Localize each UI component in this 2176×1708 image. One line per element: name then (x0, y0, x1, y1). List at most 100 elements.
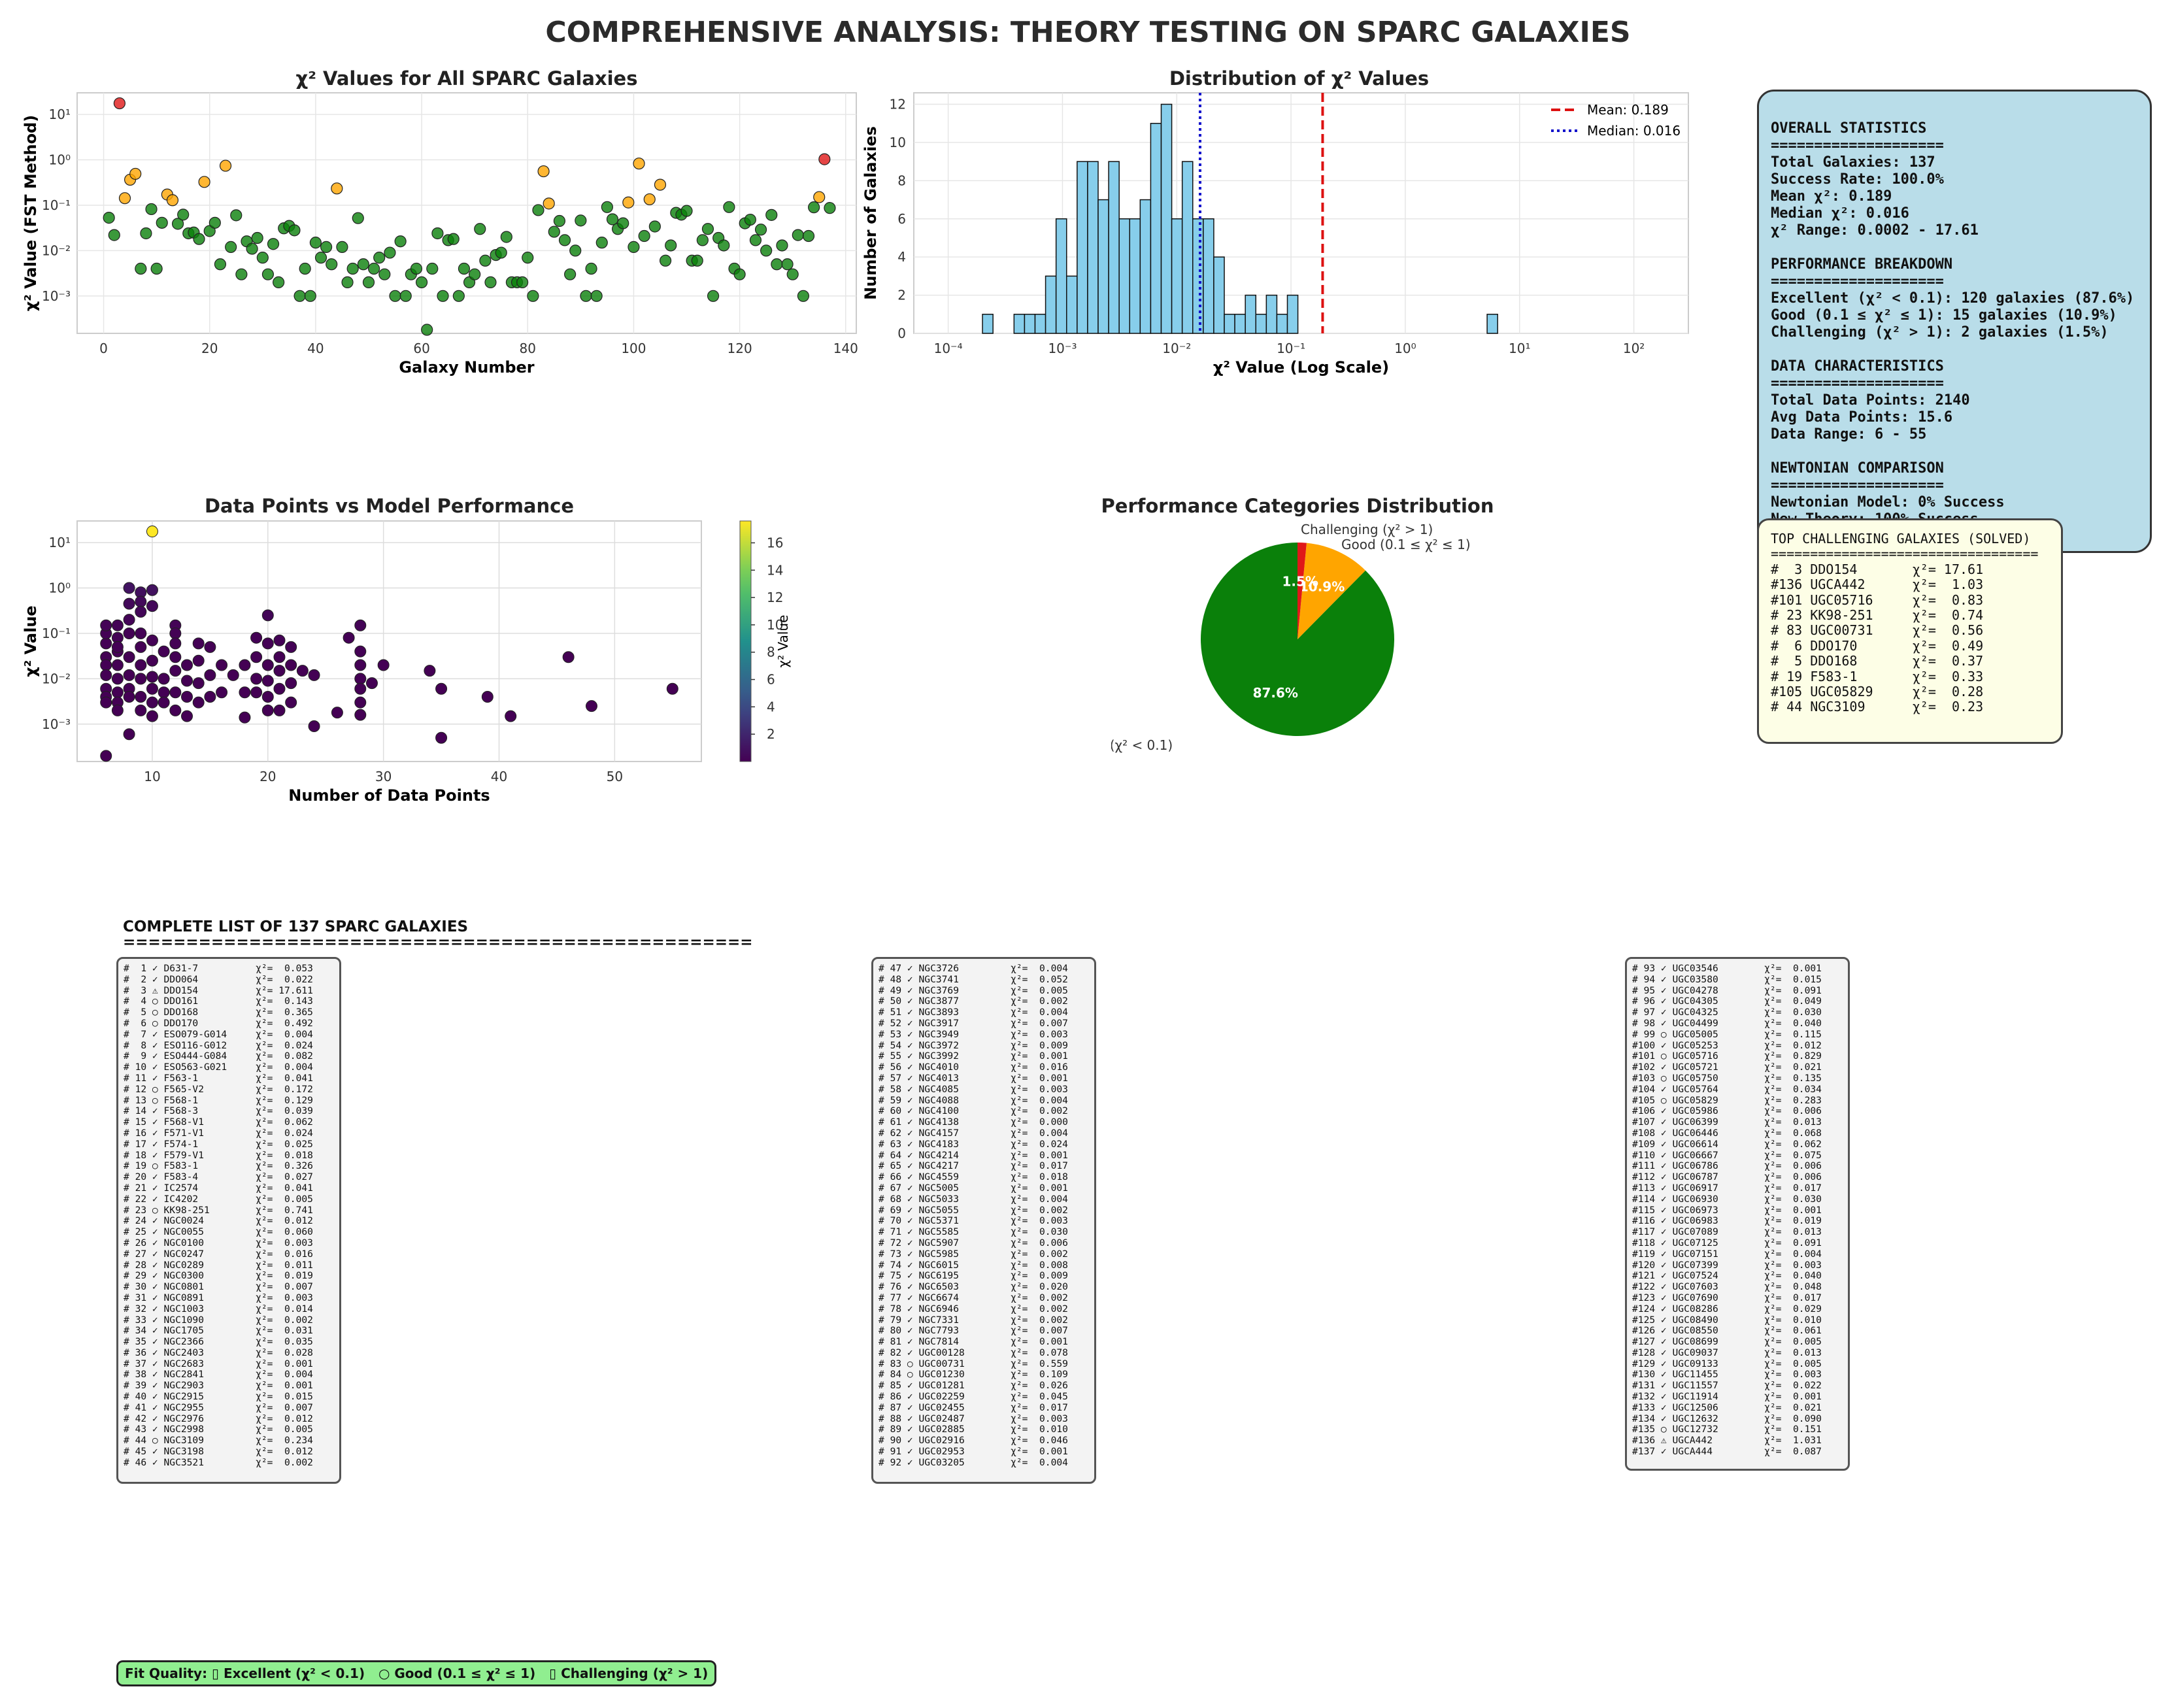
galaxy-point (516, 276, 529, 289)
galaxy-point (718, 239, 730, 252)
galaxy-point (209, 216, 221, 229)
y-tick-label: 10¹ (49, 107, 71, 122)
histogram-bar (1065, 275, 1078, 334)
datapoint-marker (296, 665, 309, 677)
galaxy-list-text-2: # 47 ✓ NGC3726 χ²= 0.004 # 48 ✓ NGC3741 … (879, 963, 1068, 1468)
galaxy-point (617, 217, 629, 229)
datapoint-marker (146, 600, 158, 612)
top-challenging-box: TOP CHALLENGING GALAXIES (SOLVED) ======… (1757, 518, 2063, 744)
datapoint-marker (169, 665, 182, 677)
datapoint-marker (273, 651, 286, 663)
datapoint-marker (181, 691, 193, 703)
datapoint-marker (158, 645, 170, 658)
galaxy-point (171, 218, 184, 230)
datapoint-marker (261, 691, 274, 703)
x-tick-label: 60 (413, 341, 429, 356)
galaxy-point (479, 254, 492, 267)
galaxy-point (495, 246, 507, 259)
histogram-bar (1486, 314, 1498, 334)
datapoint-marker (250, 673, 263, 685)
pie-title: Performance Categories Distribution (1101, 495, 1494, 517)
galaxy-point (680, 205, 693, 217)
galaxy-point (389, 290, 401, 302)
galaxy-point (145, 203, 158, 216)
y-tick-label: 10⁻² (42, 243, 71, 258)
x-tick-label: 0 (99, 341, 108, 356)
galaxy-point (384, 246, 396, 259)
datapoint-marker (204, 641, 216, 653)
histogram-bar (1276, 314, 1288, 334)
x-tick-label: 120 (728, 341, 752, 356)
legend-median-label: Median: 0.016 (1587, 123, 1681, 139)
datapoint-marker (216, 659, 228, 671)
histogram-bar (1192, 218, 1204, 334)
plot-area (76, 92, 857, 334)
histogram-bar (1045, 275, 1057, 334)
x-tick-label: 30 (375, 769, 392, 784)
datapoint-marker (192, 654, 205, 667)
galaxy-point (776, 239, 788, 252)
y-tick-label: 10⁻³ (42, 716, 71, 732)
galaxy-list-column-1: # 1 ✓ D631-7 χ²= 0.053 # 2 ✓ DDO064 χ²= … (116, 957, 341, 1484)
datapoint-marker (135, 605, 147, 618)
galaxy-point (474, 223, 486, 235)
datapoint-marker (192, 637, 205, 650)
datapoint-marker (135, 627, 147, 639)
y-tick-label: 8 (897, 173, 906, 188)
galaxy-point (548, 226, 560, 238)
galaxy-point (156, 216, 168, 229)
datapoint-marker (123, 614, 135, 626)
colorbar-tick-label: 8 (767, 645, 775, 660)
galaxy-point (346, 262, 359, 275)
histogram-bar (1255, 314, 1267, 334)
galaxy-point (469, 268, 481, 280)
galaxy-point (580, 290, 592, 302)
datapoint-marker (146, 671, 158, 683)
scatter-galaxy-title: χ² Values for All SPARC Galaxies (295, 67, 638, 90)
galaxy-point (431, 227, 444, 240)
datapoint-marker (158, 686, 170, 699)
galaxy-point (331, 182, 343, 195)
histogram-bar (1129, 218, 1141, 334)
x-tick-label: 10⁻³ (1048, 341, 1077, 356)
pie-category-label: Excellent (χ² < 0.1) (1111, 737, 1173, 753)
galaxy-point (177, 209, 190, 221)
galaxy-point (320, 241, 333, 253)
colorbar-tick-label: 16 (767, 535, 783, 550)
histogram-bar (1087, 161, 1099, 334)
galaxy-point (378, 268, 391, 280)
galaxy-point (701, 223, 714, 235)
datapoint-marker (354, 619, 367, 631)
datapoint-marker (169, 627, 182, 639)
datapoint-marker (435, 731, 448, 744)
datapoint-marker (135, 691, 147, 703)
datapoint-marker (354, 645, 367, 658)
galaxy-point (781, 258, 794, 271)
galaxy-point (527, 290, 539, 302)
galaxy-point (595, 237, 608, 249)
datapoint-marker (377, 659, 390, 671)
main-title: COMPREHENSIVE ANALYSIS: THEORY TESTING O… (545, 16, 1631, 49)
galaxy-point (235, 268, 248, 280)
galaxy-point (225, 241, 237, 253)
plot-area (76, 520, 702, 762)
y-tick-label: 10⁻¹ (42, 197, 71, 213)
galaxy-list-column-3: # 93 ✓ UGC03546 χ²= 0.001 # 94 ✓ UGC0358… (1625, 957, 1850, 1471)
galaxy-point (150, 262, 163, 275)
galaxy-point (553, 214, 566, 227)
datapoint-marker (100, 659, 112, 671)
histogram-bar (1245, 294, 1257, 334)
colorbar (739, 520, 752, 762)
performance-pie-chart: 87.6% Excellent (χ² < 0.1) 10.9% Good (0.1 … (1111, 522, 1471, 753)
datapoint-marker (204, 669, 216, 681)
galaxy-point (590, 290, 603, 302)
histogram-bar (1055, 218, 1067, 334)
y-tick-label: 10 (890, 135, 906, 150)
fit-quality-legend: Fit Quality: ▯ Excellent (χ² < 0.1) ○ Go… (116, 1660, 717, 1686)
datapoint-marker (308, 669, 320, 681)
x-tick-label: 10¹ (1509, 341, 1530, 356)
datapoint-marker (585, 700, 597, 712)
chi2-histogram: 10⁻⁴ 10⁻³ 10⁻² 10⁻¹ 10⁰ 10¹ 10² 0 2 4 6 8 10 12 Mean: … (862, 92, 1689, 377)
datapoint-marker (100, 696, 112, 709)
x-tick-label: 10 (144, 769, 160, 784)
